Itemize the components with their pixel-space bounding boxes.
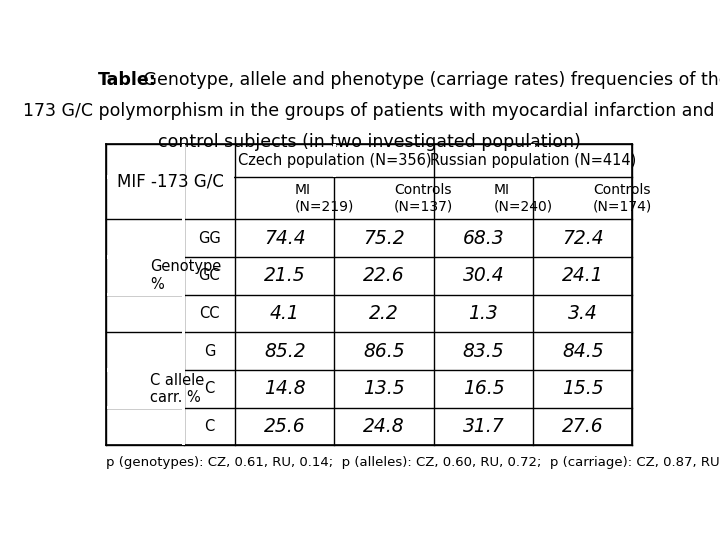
Text: 15.5: 15.5	[562, 379, 603, 398]
Bar	[182, 144, 185, 219]
Text: MIF -173 G/C: MIF -173 G/C	[117, 172, 224, 191]
Bar	[107, 176, 234, 179]
Text: Controls
(N=174): Controls (N=174)	[593, 183, 652, 213]
Text: 4.1: 4.1	[270, 304, 300, 323]
Text: 27.6: 27.6	[562, 417, 603, 436]
Text: Genotype
%: Genotype %	[150, 260, 222, 292]
Text: 31.7: 31.7	[463, 417, 504, 436]
Bar	[107, 293, 182, 296]
Text: 75.2: 75.2	[364, 228, 405, 247]
Text: 24.1: 24.1	[562, 266, 603, 285]
Text: 22.6: 22.6	[364, 266, 405, 285]
Text: 13.5: 13.5	[364, 379, 405, 398]
Text: control subjects (in two investigated population): control subjects (in two investigated po…	[158, 133, 580, 151]
Text: C allele
carr. %: C allele carr. %	[150, 373, 204, 405]
Text: MI
(N=240): MI (N=240)	[493, 183, 553, 213]
Text: p (genotypes): CZ, 0.61, RU, 0.14;  p (alleles): CZ, 0.60, RU, 0.72;  p (carriag: p (genotypes): CZ, 0.61, RU, 0.14; p (al…	[106, 456, 720, 469]
Text: Table:: Table:	[98, 71, 157, 89]
Bar	[107, 368, 182, 372]
Text: 74.4: 74.4	[264, 228, 306, 247]
Text: 84.5: 84.5	[562, 342, 603, 361]
Text: 21.5: 21.5	[264, 266, 306, 285]
Text: 3.4: 3.4	[568, 304, 598, 323]
Text: 2.2: 2.2	[369, 304, 399, 323]
Text: 68.3: 68.3	[463, 228, 504, 247]
Bar	[182, 332, 185, 446]
Text: GC: GC	[199, 268, 220, 283]
Text: GG: GG	[198, 231, 221, 246]
Text: 83.5: 83.5	[463, 342, 504, 361]
Bar	[107, 255, 182, 259]
Text: 1.3: 1.3	[469, 304, 498, 323]
Bar	[182, 219, 185, 332]
Text: 25.6: 25.6	[264, 417, 306, 436]
Text: Czech population (N=356): Czech population (N=356)	[238, 153, 431, 168]
Text: 14.8: 14.8	[264, 379, 306, 398]
Bar	[333, 144, 336, 177]
Text: 72.4: 72.4	[562, 228, 603, 247]
Text: CC: CC	[199, 306, 220, 321]
Text: Controls
(N=137): Controls (N=137)	[394, 183, 454, 213]
Bar	[531, 144, 535, 177]
Text: 85.2: 85.2	[264, 342, 306, 361]
Bar	[107, 406, 182, 409]
Text: 30.4: 30.4	[463, 266, 504, 285]
Text: 16.5: 16.5	[463, 379, 504, 398]
Text: 24.8: 24.8	[364, 417, 405, 436]
Text: 173 G/C polymorphism in the groups of patients with myocardial infarction and: 173 G/C polymorphism in the groups of pa…	[23, 102, 715, 120]
Text: Russian population (N=414): Russian population (N=414)	[430, 153, 636, 168]
Text: MI
(N=219): MI (N=219)	[295, 183, 354, 213]
Text: G: G	[204, 343, 215, 359]
Text: C: C	[204, 419, 215, 434]
Text: 86.5: 86.5	[364, 342, 405, 361]
Text: C: C	[204, 381, 215, 396]
Text: Genotype, allele and phenotype (carriage rates) frequencies of the MIF -: Genotype, allele and phenotype (carriage…	[138, 71, 720, 89]
